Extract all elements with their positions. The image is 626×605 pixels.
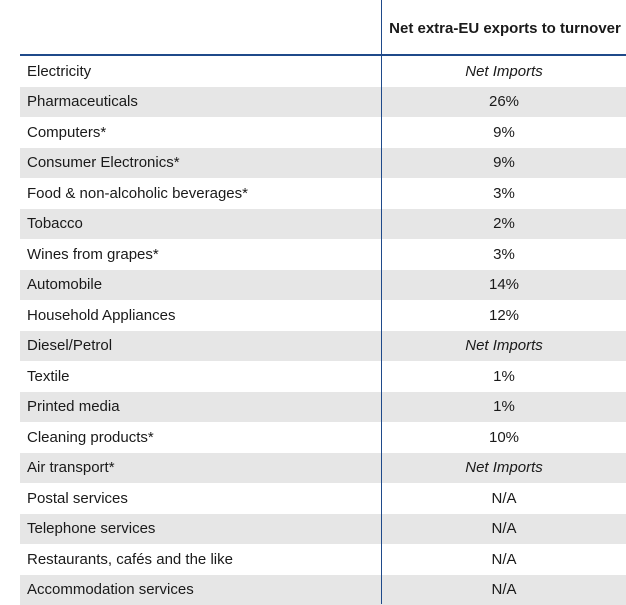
row-label: Postal services <box>20 490 381 507</box>
row-value: 9% <box>382 124 626 141</box>
row-label: Accommodation services <box>20 581 381 598</box>
row-label: Air transport* <box>20 459 381 476</box>
table-row: Wines from grapes*3% <box>20 239 626 270</box>
row-value: 10% <box>382 429 626 446</box>
row-value: 14% <box>382 276 626 293</box>
row-label: Textile <box>20 368 381 385</box>
row-label: Telephone services <box>20 520 381 537</box>
row-value: 12% <box>382 307 626 324</box>
row-value: N/A <box>382 581 626 598</box>
table-row: Cleaning products*10% <box>20 422 626 453</box>
table-row: Food & non-alcoholic beverages*3% <box>20 178 626 209</box>
row-label: Household Appliances <box>20 307 381 324</box>
row-value: 3% <box>382 246 626 263</box>
row-label: Pharmaceuticals <box>20 93 381 110</box>
row-label: Restaurants, cafés and the like <box>20 551 381 568</box>
row-label: Electricity <box>20 63 381 80</box>
data-table: Net extra-EU exports to turnover <box>20 0 626 56</box>
row-label: Automobile <box>20 276 381 293</box>
table-row: Computers*9% <box>20 117 626 148</box>
header-value-column: Net extra-EU exports to turnover <box>384 0 626 56</box>
row-value: Net Imports <box>382 459 626 476</box>
row-value: 1% <box>382 398 626 415</box>
row-value: 9% <box>382 154 626 171</box>
row-value: Net Imports <box>382 337 626 354</box>
row-label: Consumer Electronics* <box>20 154 381 171</box>
row-value: 1% <box>382 368 626 385</box>
table-row: Consumer Electronics*9% <box>20 148 626 179</box>
row-label: Food & non-alcoholic beverages* <box>20 185 381 202</box>
row-label: Computers* <box>20 124 381 141</box>
table-row: Air transport*Net Imports <box>20 453 626 484</box>
header-label-cell <box>20 0 382 56</box>
row-value: Net Imports <box>382 63 626 80</box>
row-value: 26% <box>382 93 626 110</box>
row-label: Tobacco <box>20 215 381 232</box>
row-value: 3% <box>382 185 626 202</box>
row-value: 2% <box>382 215 626 232</box>
column-divider <box>381 0 382 604</box>
row-label: Printed media <box>20 398 381 415</box>
row-value: N/A <box>382 520 626 537</box>
row-value: N/A <box>382 490 626 507</box>
row-label: Wines from grapes* <box>20 246 381 263</box>
row-label: Cleaning products* <box>20 429 381 446</box>
row-value: N/A <box>382 551 626 568</box>
row-label: Diesel/Petrol <box>20 337 381 354</box>
table-header: Net extra-EU exports to turnover <box>20 0 626 56</box>
